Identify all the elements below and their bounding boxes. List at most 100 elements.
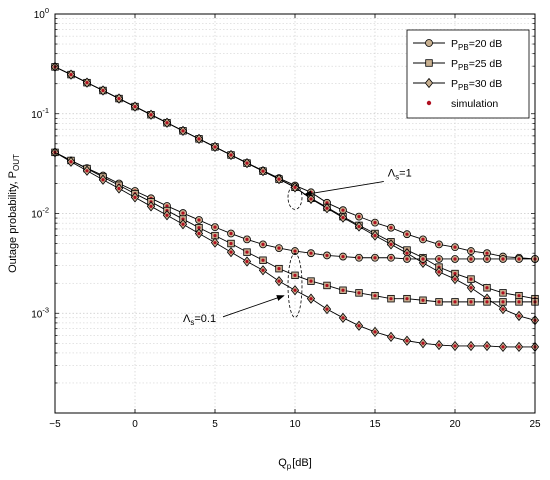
annotation-sub: s: [190, 318, 194, 327]
annotation-arrow: [303, 181, 384, 197]
x-tick-label: 5: [212, 419, 218, 430]
simulation-point: [469, 249, 473, 253]
simulation-point: [213, 241, 217, 245]
simulation-point: [149, 204, 153, 208]
simulation-point: [293, 273, 297, 277]
simulation-point: [501, 291, 505, 295]
simulation-point: [85, 169, 89, 173]
simulation-point: [245, 259, 249, 264]
simulation-point: [277, 177, 281, 181]
legend-label-suffix: =20 dB: [469, 38, 503, 50]
simulation-point: [357, 324, 361, 328]
simulation-point: [453, 257, 457, 261]
simulation-point: [117, 96, 121, 101]
simulation-point: [453, 277, 457, 281]
series-diamond: [50, 61, 540, 326]
simulation-point: [197, 218, 201, 222]
simulation-point: [453, 245, 457, 249]
simulation-point: [357, 224, 361, 229]
simulation-point: [325, 206, 329, 210]
simulation-point: [485, 344, 489, 348]
simulation-point: [421, 298, 425, 302]
y-tick-exponent: -1: [42, 106, 49, 115]
annotation-ellipse: [287, 185, 303, 210]
annotation-suffix: =1: [399, 167, 412, 179]
annotation-label: Λs=0.1: [183, 313, 216, 327]
simulation-point: [181, 222, 185, 226]
simulation-point: [197, 231, 201, 236]
simulation-point: [517, 294, 521, 298]
simulation-point: [469, 344, 473, 348]
y-tick-base: 10: [31, 210, 43, 221]
simulation-point: [373, 234, 377, 238]
y-tick-base: 10: [31, 110, 43, 121]
simulation-point: [405, 232, 409, 236]
simulation-point: [293, 249, 297, 253]
simulation-point: [485, 286, 489, 290]
simulation-point: [309, 297, 313, 301]
simulation-point: [181, 217, 185, 221]
simulation-point: [213, 145, 217, 149]
y-axis-label: Outage probability, POUT: [7, 154, 21, 273]
simulation-point: [117, 186, 121, 191]
simulation-point: [229, 241, 233, 246]
simulation-point: [69, 72, 73, 77]
series-layer: [50, 61, 540, 353]
marker-square: [425, 59, 433, 67]
legend-label: simulation: [451, 98, 498, 110]
simulation-point: [373, 330, 377, 334]
simulation-point: [245, 161, 249, 165]
x-tick-label: 15: [369, 419, 381, 430]
simulation-point: [517, 300, 521, 304]
simulation-point: [485, 257, 489, 261]
simulation-point: [373, 256, 377, 260]
simulation-point: [437, 257, 441, 261]
simulation-point: [197, 226, 201, 230]
simulation-point: [261, 268, 265, 272]
simulation-point: [501, 257, 505, 261]
simulation-point: [309, 279, 313, 283]
x-tick-label: 25: [529, 419, 541, 430]
simulation-point: [485, 300, 489, 304]
simulation-point: [245, 237, 249, 241]
legend-label: PPB=30 dB: [451, 78, 502, 92]
x-axis-label-suffix: [dB]: [292, 457, 312, 469]
simulation-point: [389, 226, 393, 230]
x-axis-label: Qp[dB]: [278, 457, 312, 471]
legend-label-suffix: =30 dB: [469, 78, 503, 90]
simulation-point: [101, 88, 105, 93]
legend-label-sub: PB: [458, 83, 469, 92]
x-axis-label-main: Q: [278, 457, 287, 469]
marker-simulation-dot: [426, 100, 432, 106]
simulation-point: [405, 297, 409, 301]
annotation-symbol: Λ: [388, 167, 396, 179]
x-axis-label-sub: p: [287, 462, 292, 471]
simulation-point: [293, 288, 297, 292]
simulation-point: [421, 257, 425, 261]
y-axis-label-sub: OUT: [12, 154, 21, 171]
simulation-point: [405, 339, 409, 343]
legend-item: PPB=20 dB: [413, 38, 502, 52]
simulation-point: [133, 104, 137, 109]
simulation-point: [517, 257, 521, 261]
simulation-point: [485, 251, 489, 255]
annotation-arrow: [222, 295, 285, 318]
legend-label: PPB=20 dB: [451, 38, 502, 52]
simulation-point: [85, 81, 89, 85]
simulation-point: [357, 256, 361, 260]
annotation-label: Λs=1: [388, 167, 412, 181]
x-tick-label: −5: [49, 419, 61, 430]
simulation-point: [469, 300, 473, 304]
simulation-point: [421, 341, 425, 345]
simulation-point: [261, 169, 265, 173]
simulation-point: [453, 344, 457, 348]
annotation-layer: Λs=1Λs=0.1: [183, 167, 412, 326]
legend-label-suffix: =25 dB: [469, 58, 503, 70]
y-tick-label: 10-3: [31, 305, 49, 320]
x-tick-label: 0: [132, 419, 138, 430]
annotation-ellipse: [287, 253, 303, 318]
simulation-point: [293, 185, 297, 189]
y-tick-label: 100: [34, 6, 49, 21]
marker-circle: [425, 39, 433, 47]
